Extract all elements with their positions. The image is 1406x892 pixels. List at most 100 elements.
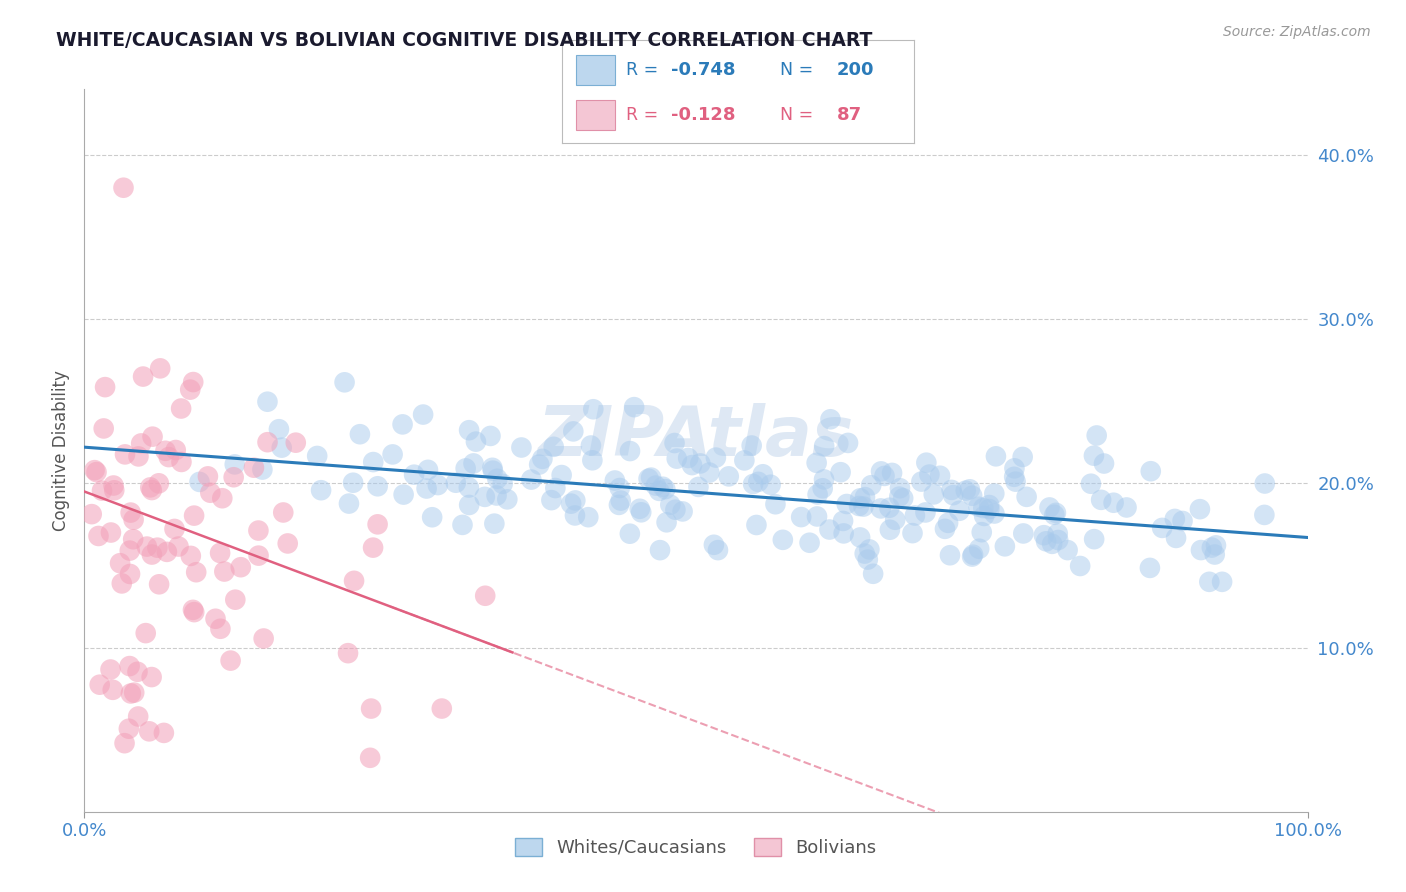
Point xyxy=(165,442,187,457)
Point xyxy=(1139,464,1161,478)
Point xyxy=(884,513,907,527)
Point xyxy=(853,547,876,561)
Point xyxy=(1080,476,1102,491)
Point xyxy=(962,548,984,562)
Point xyxy=(430,701,453,715)
Point xyxy=(381,447,404,461)
Point xyxy=(485,489,508,503)
Text: Source: ZipAtlas.com: Source: ZipAtlas.com xyxy=(1223,25,1371,39)
Point xyxy=(1011,450,1033,464)
Point xyxy=(910,475,932,489)
Point xyxy=(112,180,135,194)
Point xyxy=(849,531,872,545)
Point xyxy=(181,603,204,617)
Point xyxy=(415,482,437,496)
Point xyxy=(619,444,641,458)
Point xyxy=(651,480,673,494)
Point xyxy=(1254,476,1277,491)
Point xyxy=(148,577,170,591)
Point xyxy=(550,468,572,483)
Point xyxy=(479,429,502,443)
Point xyxy=(170,455,193,469)
Point xyxy=(889,490,911,504)
Point xyxy=(253,632,276,646)
Point xyxy=(412,408,434,422)
Point xyxy=(243,460,266,475)
Point xyxy=(271,506,294,520)
Point xyxy=(89,678,111,692)
Point xyxy=(820,412,842,426)
Point xyxy=(482,464,505,478)
Point xyxy=(540,493,562,508)
Point xyxy=(1253,508,1275,522)
Point xyxy=(127,450,149,464)
Point xyxy=(1152,521,1174,535)
Point xyxy=(811,481,834,495)
Point xyxy=(337,646,360,660)
Point xyxy=(879,500,901,515)
Point xyxy=(404,467,426,482)
Point xyxy=(1043,508,1066,522)
Text: 87: 87 xyxy=(837,106,862,124)
Point xyxy=(1189,543,1212,558)
Text: R =: R = xyxy=(626,61,664,78)
Point xyxy=(942,488,965,502)
Point xyxy=(644,478,666,492)
Point xyxy=(527,458,550,472)
Point xyxy=(1211,574,1233,589)
Point xyxy=(149,361,172,376)
Point xyxy=(1164,531,1187,545)
Point xyxy=(141,483,163,497)
Point xyxy=(229,560,252,574)
Point xyxy=(630,505,652,519)
Point xyxy=(474,589,496,603)
Point xyxy=(564,508,586,523)
Point xyxy=(163,522,186,536)
Point xyxy=(186,565,208,579)
Point xyxy=(367,479,389,493)
Point xyxy=(1204,548,1226,562)
Point xyxy=(138,724,160,739)
Text: ZIPAtlas: ZIPAtlas xyxy=(538,402,853,469)
Point xyxy=(284,435,307,450)
Point xyxy=(984,450,1007,464)
Point xyxy=(349,427,371,442)
Point xyxy=(247,524,270,538)
Point xyxy=(100,663,122,677)
Point xyxy=(343,574,366,588)
Point xyxy=(111,576,134,591)
Point xyxy=(665,451,688,466)
Point xyxy=(127,709,149,723)
Point xyxy=(806,509,828,524)
Point xyxy=(496,492,519,507)
Point xyxy=(544,481,567,495)
Point xyxy=(214,565,236,579)
Point xyxy=(87,529,110,543)
Legend: Whites/Caucasians, Bolivians: Whites/Caucasians, Bolivians xyxy=(508,830,884,864)
Point xyxy=(101,682,124,697)
Point xyxy=(853,490,876,504)
Text: 200: 200 xyxy=(837,61,875,78)
Point xyxy=(309,483,332,498)
Point xyxy=(664,436,686,450)
Point xyxy=(129,436,152,450)
Point xyxy=(759,477,782,491)
Point xyxy=(86,465,108,479)
Point xyxy=(581,453,603,467)
Point xyxy=(688,480,710,494)
Point xyxy=(858,542,880,557)
Point xyxy=(849,491,872,506)
Point xyxy=(103,478,125,492)
Point xyxy=(420,510,443,524)
Text: N =: N = xyxy=(780,61,820,78)
Point xyxy=(118,659,141,673)
Point xyxy=(1083,449,1105,463)
Point xyxy=(444,475,467,490)
Point xyxy=(1047,533,1070,547)
Point xyxy=(654,482,676,496)
Point xyxy=(267,422,290,436)
Point xyxy=(1069,559,1091,574)
Point xyxy=(83,463,105,477)
Point xyxy=(790,510,813,524)
Point xyxy=(247,549,270,563)
